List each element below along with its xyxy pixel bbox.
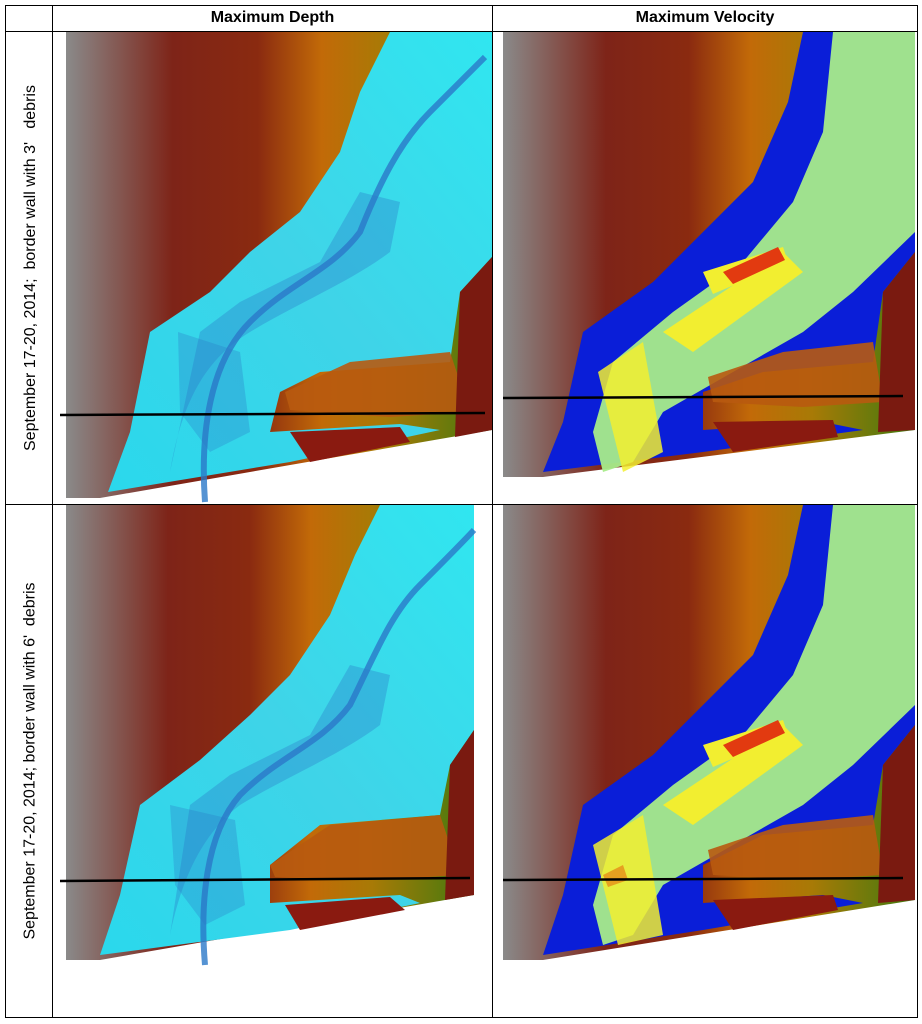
terrain-pocket — [708, 815, 883, 880]
max-velocity-map-3ft — [503, 32, 915, 477]
velocity-medium-area — [593, 32, 915, 472]
border-wall-line — [60, 876, 471, 883]
velocity-peak-area — [723, 247, 785, 284]
floodplain-overlay — [170, 665, 390, 935]
velocity-peak-area — [603, 865, 628, 887]
row-label-3ft-debris: September 17-20, 2014; border wall with … — [5, 32, 57, 504]
border-wall-line — [503, 394, 904, 400]
row-label-3ft-text: September 17-20, 2014; border wall with … — [22, 85, 40, 451]
floodplain-overlay — [170, 805, 245, 925]
velocity-high-area — [663, 252, 803, 352]
border-wall-line — [60, 411, 486, 417]
terrain-ridge — [878, 725, 915, 903]
velocity-medium-area — [593, 505, 915, 945]
floodplain-overlay — [178, 332, 250, 452]
terrain-ridge — [445, 730, 474, 900]
terrain-pocket — [290, 427, 410, 462]
velocity-high-area — [663, 725, 803, 825]
flood-depth-area — [100, 505, 474, 955]
terrain-pocket — [713, 420, 838, 452]
terrain-pocket — [708, 342, 883, 407]
terrain-ridge — [878, 252, 915, 432]
terrain-pocket — [285, 352, 470, 417]
column-divider — [492, 5, 493, 1018]
label-column-divider — [52, 5, 53, 1018]
max-velocity-map-6ft — [503, 505, 915, 960]
table-border-top — [5, 5, 918, 6]
channel-path — [200, 527, 477, 966]
table-border-bottom — [5, 1017, 918, 1018]
terrain-pocket — [285, 897, 405, 930]
header-divider — [5, 31, 918, 32]
floodplain-overlay — [170, 192, 400, 472]
max-depth-map-6ft — [60, 505, 477, 966]
table-border-right — [917, 5, 918, 1018]
terrain-pocket — [713, 895, 838, 930]
max-depth-map-3ft — [60, 32, 492, 503]
row-label-6ft-text: September 17-20, 2014; border wall with … — [22, 582, 39, 940]
row-label-6ft-debris: September 17-20, 2014; border wall with … — [5, 505, 57, 1017]
channel-path — [200, 54, 488, 503]
velocity-peak-area — [723, 720, 785, 757]
flood-depth-area — [108, 32, 492, 492]
column-header-max-velocity: Maximum Velocity — [635, 9, 775, 26]
border-wall-line — [503, 876, 904, 882]
velocity-high-area — [598, 342, 663, 472]
row-divider — [5, 504, 918, 505]
terrain-pocket — [270, 815, 460, 880]
terrain-ridge — [455, 257, 492, 437]
table-border-left — [5, 5, 6, 1018]
column-header-max-depth: Maximum Depth — [210, 9, 335, 26]
